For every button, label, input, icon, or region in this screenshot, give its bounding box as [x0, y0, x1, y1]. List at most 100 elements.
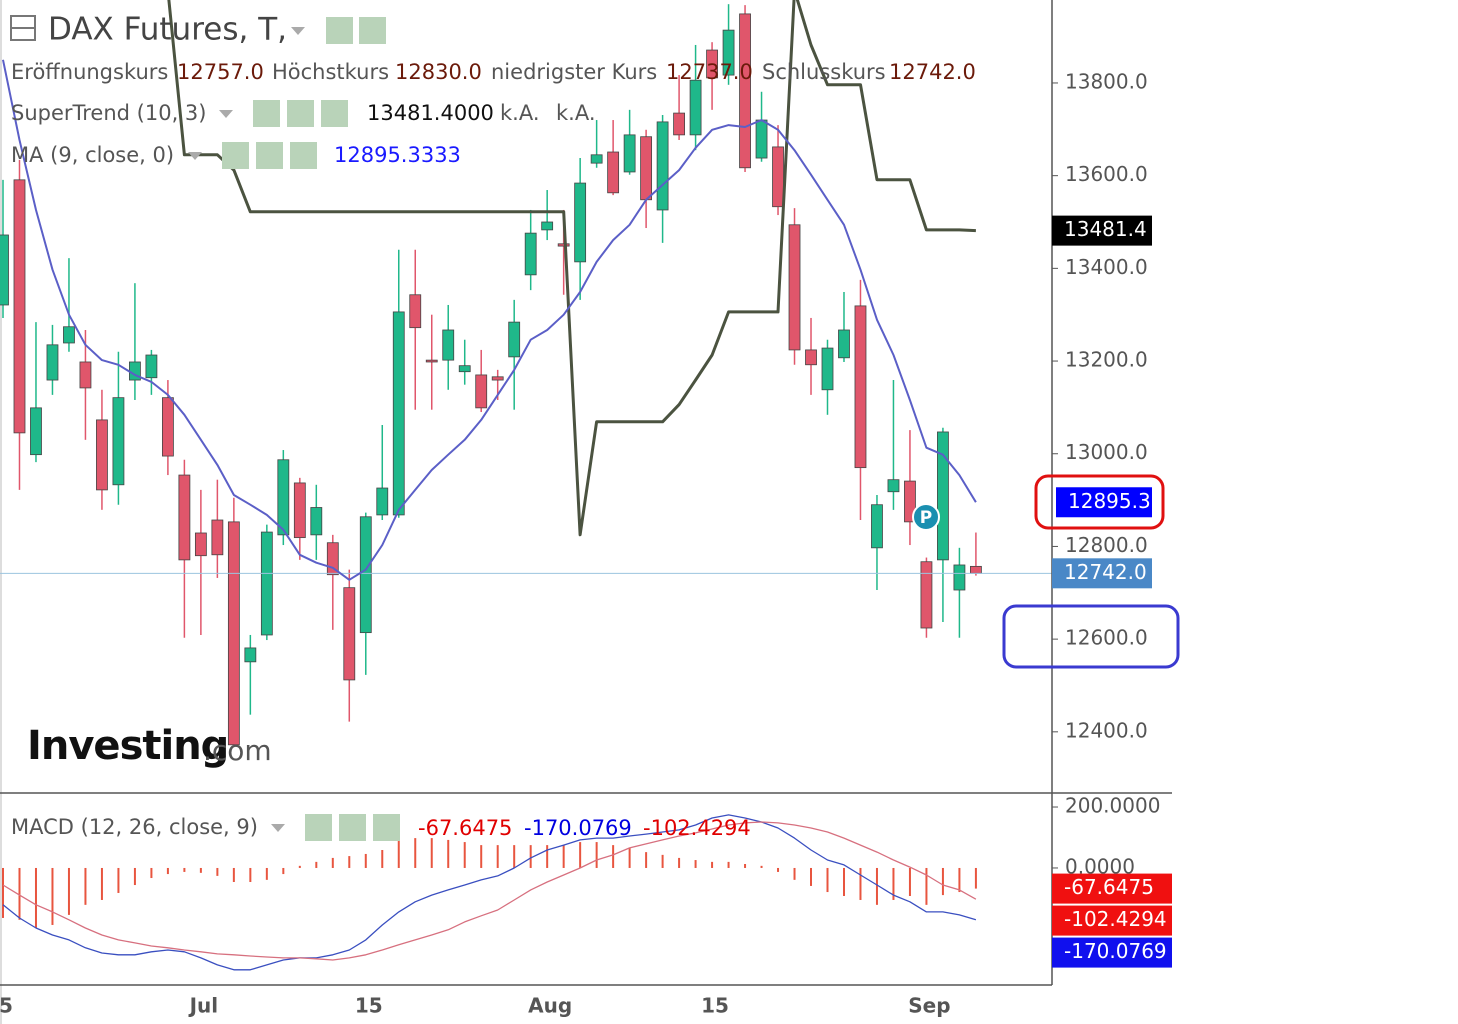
indicator-name: MA (9, close, 0) [11, 143, 174, 167]
candle-body [293, 482, 306, 539]
gear-icon[interactable] [256, 142, 283, 169]
indicator-value: -170.0769 [524, 816, 632, 840]
candle-body [904, 480, 916, 523]
price-tag-label: 13481.4 [1064, 217, 1147, 241]
candle-body [838, 329, 850, 359]
candle-body [178, 474, 191, 561]
candle-body [805, 349, 817, 366]
candle-body [343, 587, 356, 681]
candle-body [458, 365, 471, 373]
price-tag [1052, 905, 1172, 936]
indicator-name: SuperTrend (10, 3) [11, 101, 207, 125]
overlay-layer: 13481.4 12895.3 12742.0 -67.6475 -102.4294 -1… [912, 215, 1180, 968]
legend-label: Höchstkurs [272, 60, 389, 84]
candle-body [260, 531, 273, 636]
gear-icon[interactable] [287, 100, 314, 127]
price-tag-label: 12895.3 [1068, 489, 1151, 513]
macd-line [2, 821, 977, 961]
y-tick-label: 13000.0 [1065, 440, 1148, 464]
x-tick-label: 15 [355, 994, 383, 1018]
y-tick-label: 12400.0 [1065, 718, 1148, 742]
y-tick-label: 13400.0 [1065, 255, 1148, 279]
candle-body [788, 224, 801, 351]
legend-value: 12737.0 [666, 60, 753, 84]
indicator-value: -102.4294 [643, 816, 751, 840]
y-tick-label: 13200.0 [1065, 348, 1148, 372]
candle-body [854, 305, 867, 469]
legend-value: 12742.0 [889, 60, 976, 84]
candle-body [491, 376, 504, 381]
candle-body [557, 243, 570, 247]
legend-value: 12757.0 [177, 60, 264, 84]
candle-body [46, 344, 59, 381]
price-tag-label: 12742.0 [1064, 560, 1147, 584]
main-plot [0, 0, 1052, 746]
candle-body [508, 321, 521, 358]
candle-body [96, 419, 108, 491]
indicator-value: k.A. [556, 101, 596, 125]
hamburger-icon[interactable] [10, 15, 36, 41]
eye-icon[interactable] [305, 814, 332, 841]
eye-icon[interactable] [253, 100, 280, 127]
candle-body [326, 542, 339, 576]
close-icon[interactable] [321, 100, 348, 127]
candle-body [145, 354, 158, 379]
candle-body [211, 519, 224, 556]
candle-body [112, 397, 125, 486]
candle-body [755, 119, 768, 159]
candle-body [392, 311, 405, 516]
candle-body [673, 112, 685, 136]
price-tag [1052, 873, 1172, 904]
legend-value: 12830.0 [395, 60, 482, 84]
price-tag-label: -67.6475 [1064, 875, 1154, 899]
y-tick-label: 12600.0 [1065, 626, 1148, 650]
candle-body [409, 294, 422, 329]
macd-line [2, 814, 977, 971]
legend-label: Schlusskurs [762, 60, 886, 84]
macd-plot [2, 814, 977, 971]
watermark-brand: Investing [27, 723, 228, 769]
gear-icon[interactable] [339, 814, 366, 841]
close-icon[interactable] [290, 142, 317, 169]
candle-body [623, 134, 636, 173]
indicator-value: -67.6475 [418, 816, 512, 840]
y-tick-label: 13800.0 [1065, 69, 1148, 93]
eye-icon[interactable] [222, 142, 249, 169]
close-icon[interactable] [373, 814, 400, 841]
candle-body [310, 507, 323, 536]
x-tick-label: Aug [528, 994, 572, 1018]
annotation-outline [1034, 474, 1165, 530]
indicator-name: MACD (12, 26, close, 9) [11, 815, 258, 839]
price-tag-label: -102.4294 [1064, 907, 1167, 931]
dropdown-arrow[interactable] [219, 110, 233, 118]
candle-body [937, 431, 949, 561]
y-tick-label: 200.0000 [1065, 794, 1160, 818]
dropdown-arrow[interactable] [291, 27, 305, 35]
candle-body [772, 146, 784, 208]
candle-body [970, 565, 982, 574]
dropdown-arrow[interactable] [271, 824, 285, 832]
dropdown-arrow[interactable] [188, 152, 202, 160]
candle-body [244, 647, 257, 663]
candle-body [13, 179, 26, 434]
candle-body [79, 361, 92, 389]
price-tag [1056, 487, 1152, 518]
candle-body [442, 329, 455, 361]
indicator-value: 12895.3333 [334, 143, 461, 167]
candle-body [277, 459, 290, 536]
candle-body [953, 564, 966, 591]
x-tick-label: Jul [188, 994, 219, 1018]
candle-body [574, 182, 587, 263]
candle-body [640, 136, 653, 201]
candle-body [656, 121, 669, 211]
indicator-value: k.A. [500, 101, 540, 125]
gear-icon[interactable] [359, 17, 386, 44]
eye-icon[interactable] [326, 17, 353, 44]
y-tick-label: 12800.0 [1065, 533, 1148, 557]
candle-body [887, 479, 900, 493]
candle-body [821, 347, 834, 391]
candle-body [739, 13, 751, 169]
candle-body [63, 326, 75, 344]
